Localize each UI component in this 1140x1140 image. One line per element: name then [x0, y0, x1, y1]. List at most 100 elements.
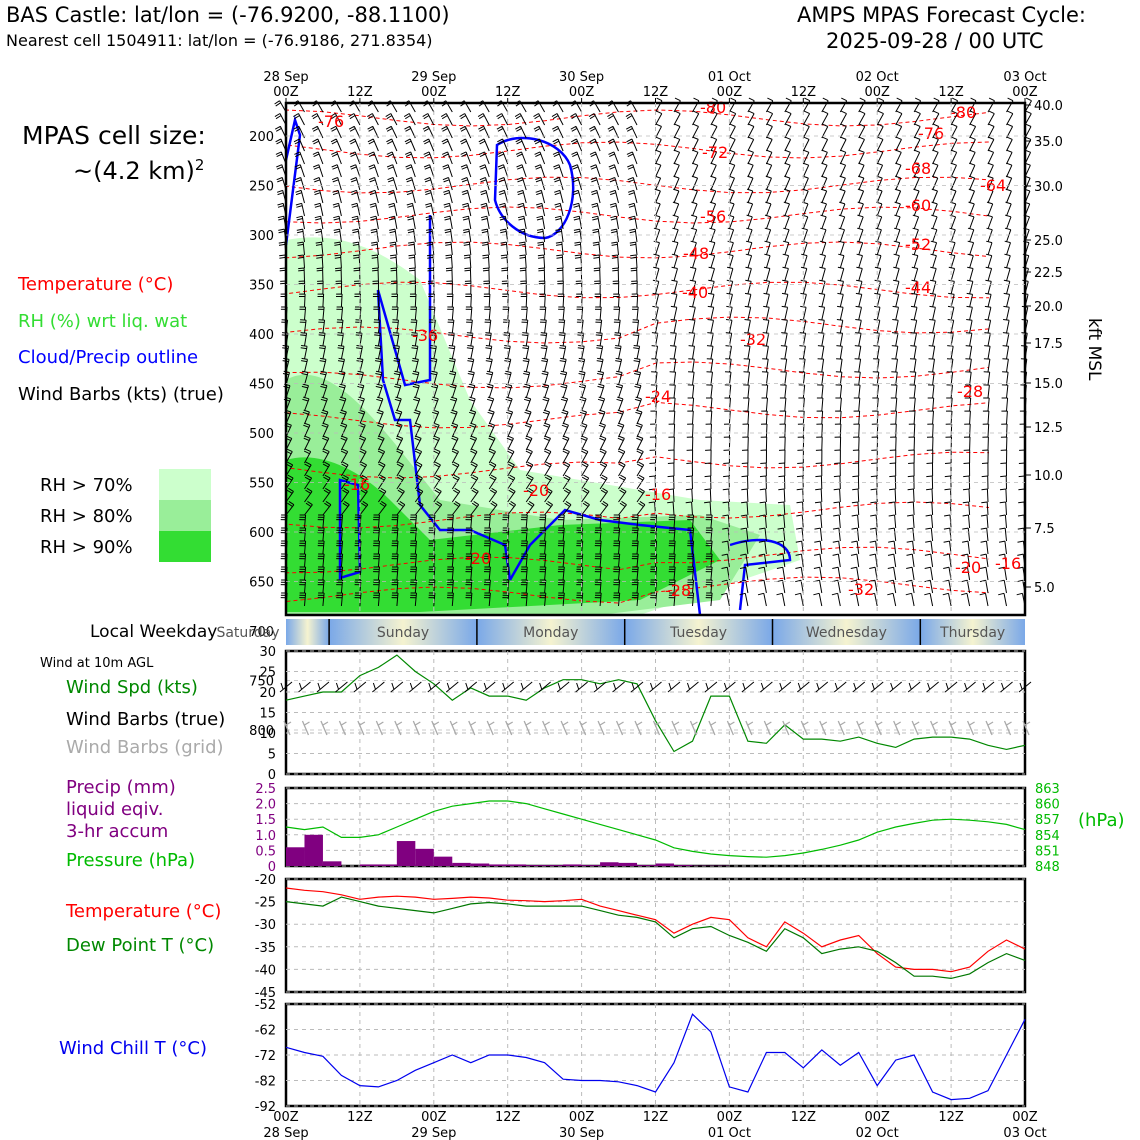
wind-barb [462, 202, 472, 217]
wind-barb [929, 292, 937, 308]
bottom-time-tick: 00Z [1012, 1110, 1038, 1125]
wind-barb [813, 579, 823, 594]
wind-barb [747, 175, 754, 191]
wind-barb [705, 592, 713, 607]
wind-barb [466, 332, 474, 347]
wind-barb [576, 566, 584, 581]
isotherm-line [285, 576, 990, 604]
wind-barb [892, 305, 899, 321]
wind-barb [998, 553, 1007, 568]
wind-barb [802, 110, 811, 126]
wind-barb [942, 592, 952, 607]
wind-barb [354, 553, 362, 568]
wind-barb [710, 162, 717, 178]
wind-barb [571, 164, 583, 178]
wind-barb [835, 384, 843, 399]
wind-barb [928, 332, 936, 347]
wind-barb [765, 149, 773, 165]
wind-barb [373, 553, 380, 568]
pressure-tick: 200 [249, 130, 274, 145]
wind-barb [408, 241, 416, 256]
wind-barb [685, 501, 693, 516]
wind-barb [352, 241, 361, 256]
wind-barb [815, 462, 823, 477]
wind-barb [443, 189, 453, 204]
wind-barb [687, 592, 695, 607]
pressure-tick: 450 [249, 378, 274, 393]
wind-barb [391, 527, 399, 542]
wind-barb [965, 332, 973, 347]
wind-barb [761, 384, 769, 399]
pressure-tick: 250 [249, 180, 274, 195]
wind-barb [760, 462, 767, 477]
wind-barb [373, 306, 380, 321]
wind-barb [894, 214, 901, 230]
wind-barb [302, 409, 310, 425]
wind-barb [839, 149, 847, 165]
wind-barb [539, 592, 547, 607]
wind-barb [893, 253, 900, 269]
wind-barb [856, 266, 863, 282]
wind-barb [893, 240, 901, 256]
wind-barb [498, 177, 509, 191]
wind-barb [782, 240, 790, 256]
wind-barb [313, 189, 324, 204]
wind-barb [820, 188, 828, 204]
wind-barb [673, 188, 680, 204]
isotherm-label: -32 [848, 580, 874, 599]
wind-barb [763, 266, 771, 282]
wind-barb [459, 125, 472, 139]
wind-barb [982, 423, 990, 438]
wind-barb [913, 110, 921, 126]
surface-wind-barb-true [445, 681, 459, 693]
surface-wind-barb-grid [671, 720, 680, 736]
wind-barb [821, 162, 828, 178]
wind-barb [317, 306, 325, 321]
bottom-time-tick: 12Z [791, 1110, 817, 1125]
wind-barb [387, 189, 398, 204]
kft-tick: 40.0 [1034, 99, 1063, 114]
wind-barb [818, 332, 825, 347]
wind-barb [560, 383, 568, 399]
wind-barb [894, 201, 901, 217]
wind-barb [765, 201, 772, 217]
wind-barb [943, 527, 952, 542]
surface-wind-barb-grid [893, 720, 902, 736]
wind-barb [535, 189, 546, 204]
wind-barb [850, 592, 860, 607]
wind-barb [276, 177, 287, 191]
wind-barb [575, 280, 583, 295]
wind-barb [373, 579, 380, 594]
wind-barb [299, 540, 307, 555]
wind-barb [557, 280, 564, 295]
wind-barb [688, 358, 695, 373]
wind-barb [497, 164, 509, 178]
wind-barb [668, 514, 676, 529]
wind-barb [391, 514, 399, 529]
surface-wind-barb-grid [431, 720, 440, 736]
kft-tick: 22.5 [1034, 266, 1063, 281]
wind-barb [687, 566, 695, 581]
wind-barb [913, 149, 921, 165]
wind-barb [354, 566, 362, 581]
wind-barb [578, 370, 586, 386]
wind-barb [408, 267, 416, 282]
wind-barb [961, 579, 971, 594]
wind-barb [906, 527, 915, 542]
surface-wind-barb-true [390, 681, 404, 693]
wind-barb [588, 113, 601, 126]
wind-barb [300, 332, 308, 347]
wind-barb [852, 462, 860, 477]
wind-barb [966, 305, 973, 321]
wind-barb [543, 422, 551, 438]
wind-barb [763, 305, 770, 321]
wind-barb [520, 527, 528, 542]
wind-barb [301, 370, 309, 386]
legend-rh: RH (%) wrt liq. wat [18, 311, 188, 332]
wind-barb [423, 151, 435, 165]
wind-barb [396, 474, 405, 490]
wind-barb [525, 461, 534, 477]
wind-barb [669, 397, 676, 412]
wind-chill-line [285, 1013, 1026, 1101]
wbarb-grid-label: Wind Barbs (grid) [66, 737, 224, 758]
